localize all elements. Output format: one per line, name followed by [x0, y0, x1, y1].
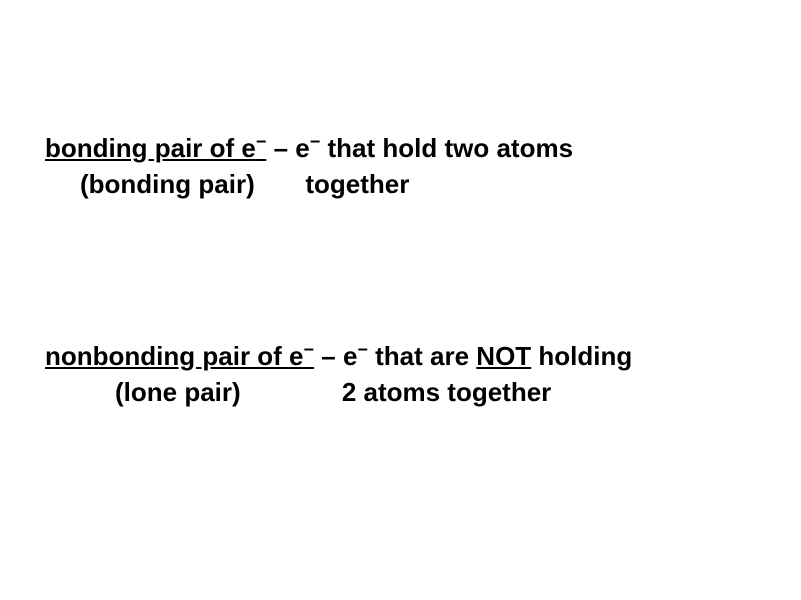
slide-content: bonding pair of e− – e− that hold two at…	[45, 130, 765, 546]
alt-name: (bonding pair)	[45, 169, 255, 199]
nonbonding-pair-definition: nonbonding pair of e− – e− that are NOT …	[45, 338, 765, 411]
dash-sep: – e	[266, 133, 309, 163]
alt-name: (lone pair)	[45, 377, 241, 407]
nonbonding-pair-line1: nonbonding pair of e− – e− that are NOT …	[45, 338, 765, 374]
term-superscript: −	[304, 339, 315, 359]
term-superscript: −	[256, 131, 267, 151]
bonding-pair-line1: bonding pair of e− – e− that hold two at…	[45, 130, 765, 166]
desc-text-b: holding	[531, 341, 632, 371]
dash-sep: – e	[314, 341, 357, 371]
e-superscript: −	[310, 131, 321, 151]
nonbonding-pair-term: nonbonding pair of e−	[45, 341, 314, 371]
not-word: NOT	[476, 341, 531, 371]
nonbonding-pair-line2: (lone pair) 2 atoms together	[45, 374, 765, 410]
desc-text: that hold two atoms	[320, 133, 573, 163]
term-text: nonbonding pair of e	[45, 341, 304, 371]
term-text: bonding pair of e	[45, 133, 256, 163]
bonding-pair-line2: (bonding pair) together	[45, 166, 765, 202]
bonding-pair-definition: bonding pair of e− – e− that hold two at…	[45, 130, 765, 203]
desc-cont: together	[305, 169, 409, 199]
bonding-pair-term: bonding pair of e−	[45, 133, 266, 163]
desc-cont: 2 atoms together	[342, 377, 552, 407]
e-superscript: −	[357, 339, 368, 359]
desc-text: that are	[368, 341, 476, 371]
